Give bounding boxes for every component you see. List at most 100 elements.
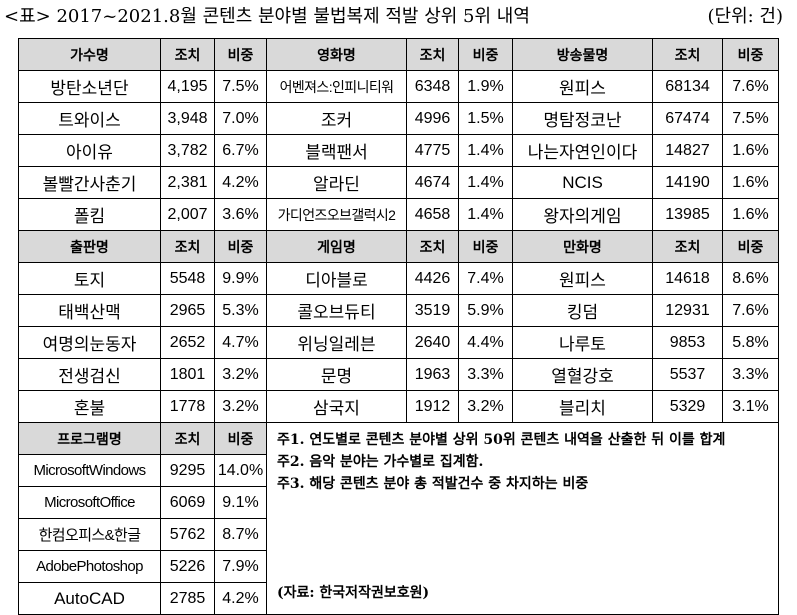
item-name: 한컴오피스&한글	[18, 518, 161, 551]
item-name: 볼빨간사춘기	[18, 166, 161, 199]
item-share: 3.1%	[722, 390, 779, 423]
header-row: 가수명 조치 비중 영화명 조치 비중 방송물명 조치 비중	[18, 38, 779, 71]
item-count: 2965	[160, 294, 215, 327]
table-row: 폴킴 2,007 3.6% 가디언즈오브갤럭시2 4658 1.4% 왕자의게임 13985 1…	[18, 198, 779, 231]
column-header: 만화명	[512, 230, 653, 263]
item-share: 1.4%	[458, 198, 513, 231]
column-header: 비중	[458, 230, 513, 263]
item-name: 킹덤	[512, 294, 653, 327]
item-share: 1.6%	[722, 134, 779, 167]
item-name: 알라딘	[266, 166, 407, 199]
item-count: 2785	[160, 582, 215, 615]
item-name: 위닝일레븐	[266, 326, 407, 359]
item-share: 7.4%	[458, 262, 513, 295]
item-name: 블리치	[512, 390, 653, 423]
item-count: 12931	[652, 294, 723, 327]
item-count: 4426	[406, 262, 459, 295]
column-header: 조치	[160, 230, 215, 263]
table-row: MicrosoftOffice 6069 9.1%	[18, 486, 779, 519]
column-header: 출판명	[18, 230, 161, 263]
item-share: 5.3%	[214, 294, 267, 327]
footnote: 주1. 연도별로 콘텐츠 분야별 상위 50위 콘텐츠 내역을 산출한 뒤 이를…	[277, 432, 726, 448]
item-name: 나루토	[512, 326, 653, 359]
item-count: 68134	[652, 70, 723, 103]
table-row: 전생검신 1801 3.2% 문명 1963 3.3% 열혈강호 5537 3.3%	[18, 358, 779, 391]
column-header: 조치	[160, 422, 215, 455]
item-share: 4.2%	[214, 166, 267, 199]
item-share: 4.7%	[214, 326, 267, 359]
unit-label: (단위: 건)	[707, 6, 783, 27]
item-count: 9853	[652, 326, 723, 359]
column-header: 조치	[406, 38, 459, 71]
item-share: 3.3%	[722, 358, 779, 391]
item-name: 혼불	[18, 390, 161, 423]
item-count: 9295	[160, 454, 215, 487]
notes-cell: 주1. 연도별로 콘텐츠 분야별 상위 50위 콘텐츠 내역을 산출한 뒤 이를…	[266, 422, 779, 615]
column-header: 비중	[458, 38, 513, 71]
item-share: 3.2%	[458, 390, 513, 423]
piracy-table: 가수명 조치 비중 영화명 조치 비중 방송물명 조치 비중 방탄소년단 4,195 7.5% 어벤져스…	[18, 38, 779, 615]
item-share: 1.6%	[722, 166, 779, 199]
item-count: 2640	[406, 326, 459, 359]
item-name: AdobePhotoshop	[18, 550, 161, 583]
column-header: 프로그램명	[18, 422, 161, 455]
column-header: 조치	[652, 230, 723, 263]
item-name: NCIS	[512, 166, 653, 199]
item-share: 8.6%	[722, 262, 779, 295]
column-header: 영화명	[266, 38, 407, 71]
item-count: 4,195	[160, 70, 215, 103]
item-share: 3.6%	[214, 198, 267, 231]
item-share: 3.2%	[214, 390, 267, 423]
item-count: 5537	[652, 358, 723, 391]
item-name: 열혈강호	[512, 358, 653, 391]
column-header: 비중	[214, 38, 267, 71]
item-count: 5548	[160, 262, 215, 295]
item-name: 어벤져스:인피니티워	[266, 70, 407, 103]
item-count: 4674	[406, 166, 459, 199]
column-header: 조치	[160, 38, 215, 71]
item-count: 1801	[160, 358, 215, 391]
item-share: 3.3%	[458, 358, 513, 391]
item-name: 디아블로	[266, 262, 407, 295]
item-count: 3519	[406, 294, 459, 327]
item-name: 태백산맥	[18, 294, 161, 327]
header-row: 출판명 조치 비중 게임명 조치 비중 만화명 조치 비중	[18, 230, 779, 263]
column-header: 비중	[722, 230, 779, 263]
item-share: 7.5%	[722, 102, 779, 135]
item-share: 5.8%	[722, 326, 779, 359]
item-count: 5329	[652, 390, 723, 423]
item-share: 7.0%	[214, 102, 267, 135]
item-count: 3,782	[160, 134, 215, 167]
item-share: 4.2%	[214, 582, 267, 615]
item-count: 4658	[406, 198, 459, 231]
item-share: 6.7%	[214, 134, 267, 167]
item-count: 3,948	[160, 102, 215, 135]
item-name: 조커	[266, 102, 407, 135]
column-header: 비중	[214, 422, 267, 455]
item-name: 원피스	[512, 70, 653, 103]
item-count: 2652	[160, 326, 215, 359]
table-row: 아이유 3,782 6.7% 블랙팬서 4775 1.4% 나는자연인이다 14827 1.6%	[18, 134, 779, 167]
table-row: 혼불 1778 3.2% 삼국지 1912 3.2% 블리치 5329 3.1%	[18, 390, 779, 423]
item-name: AutoCAD	[18, 582, 161, 615]
item-share: 8.7%	[214, 518, 267, 551]
item-share: 1.4%	[458, 166, 513, 199]
item-name: 방탄소년단	[18, 70, 161, 103]
column-header: 가수명	[18, 38, 161, 71]
item-count: 5226	[160, 550, 215, 583]
item-share: 1.6%	[722, 198, 779, 231]
item-name: 원피스	[512, 262, 653, 295]
column-header: 방송물명	[512, 38, 653, 71]
item-count: 2,381	[160, 166, 215, 199]
item-name: 삼국지	[266, 390, 407, 423]
item-name: 명탐정코난	[512, 102, 653, 135]
item-name: MicrosoftWindows	[18, 454, 161, 487]
column-header: 게임명	[266, 230, 407, 263]
item-share: 4.4%	[458, 326, 513, 359]
item-share: 7.6%	[722, 294, 779, 327]
source-note: (자료: 한국저작권보호원)	[277, 585, 430, 601]
table-row: 한컴오피스&한글 5762 8.7%	[18, 518, 779, 551]
item-name: 폴킴	[18, 198, 161, 231]
item-name: 트와이스	[18, 102, 161, 135]
item-count: 13985	[652, 198, 723, 231]
